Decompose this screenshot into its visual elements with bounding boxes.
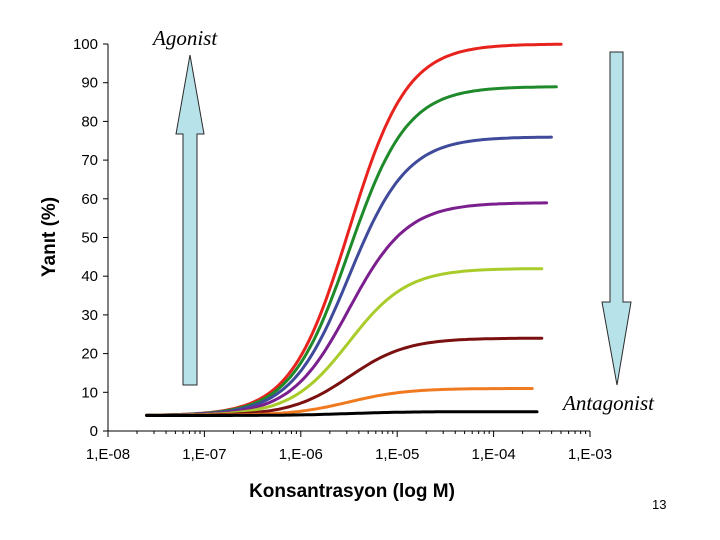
series-line bbox=[145, 85, 558, 417]
x-tick-labels: 1,E-08 1,E-07 1,E-06 1,E-05 1,E-04 1,E-03 bbox=[86, 446, 612, 463]
y-tick-label: 10 bbox=[81, 384, 98, 401]
series-line bbox=[145, 42, 563, 417]
x-tick-label: 1,E-03 bbox=[568, 446, 612, 463]
series-line bbox=[145, 410, 539, 417]
x-tick-label: 1,E-06 bbox=[279, 446, 323, 463]
response-curves bbox=[145, 42, 563, 417]
page-number: 13 bbox=[652, 497, 667, 512]
x-tick-label: 1,E-08 bbox=[86, 446, 130, 463]
x-tick-label: 1,E-05 bbox=[375, 446, 419, 463]
y-tick-label: 50 bbox=[81, 230, 98, 247]
y-tick-label: 70 bbox=[81, 152, 98, 169]
series-line bbox=[145, 135, 553, 417]
antagonist-label: Antagonist bbox=[561, 391, 655, 415]
arrows bbox=[175, 51, 632, 386]
y-tick-label: 100 bbox=[73, 36, 98, 53]
y-tick-label: 40 bbox=[81, 268, 98, 285]
axes bbox=[107, 44, 590, 432]
tick-marks bbox=[103, 43, 591, 437]
antagonist-arrow bbox=[601, 51, 632, 386]
y-tick-label: 80 bbox=[81, 113, 98, 130]
y-tick-label: 20 bbox=[81, 346, 98, 363]
x-tick-label: 1,E-07 bbox=[182, 446, 226, 463]
y-tick-label: 0 bbox=[90, 423, 98, 440]
x-axis-title: Konsantrasyon (log M) bbox=[249, 481, 455, 502]
y-axis-title: Yanıt (%) bbox=[39, 197, 60, 277]
y-tick-label: 30 bbox=[81, 307, 98, 324]
y-tick-labels: 0 10 20 30 40 50 60 70 80 90 100 bbox=[73, 36, 98, 440]
y-tick-label: 90 bbox=[81, 75, 98, 92]
agonist-label: Agonist bbox=[151, 26, 218, 50]
y-tick-label: 60 bbox=[81, 191, 98, 208]
agonist-arrow bbox=[175, 54, 205, 386]
x-tick-label: 1,E-04 bbox=[471, 446, 515, 463]
